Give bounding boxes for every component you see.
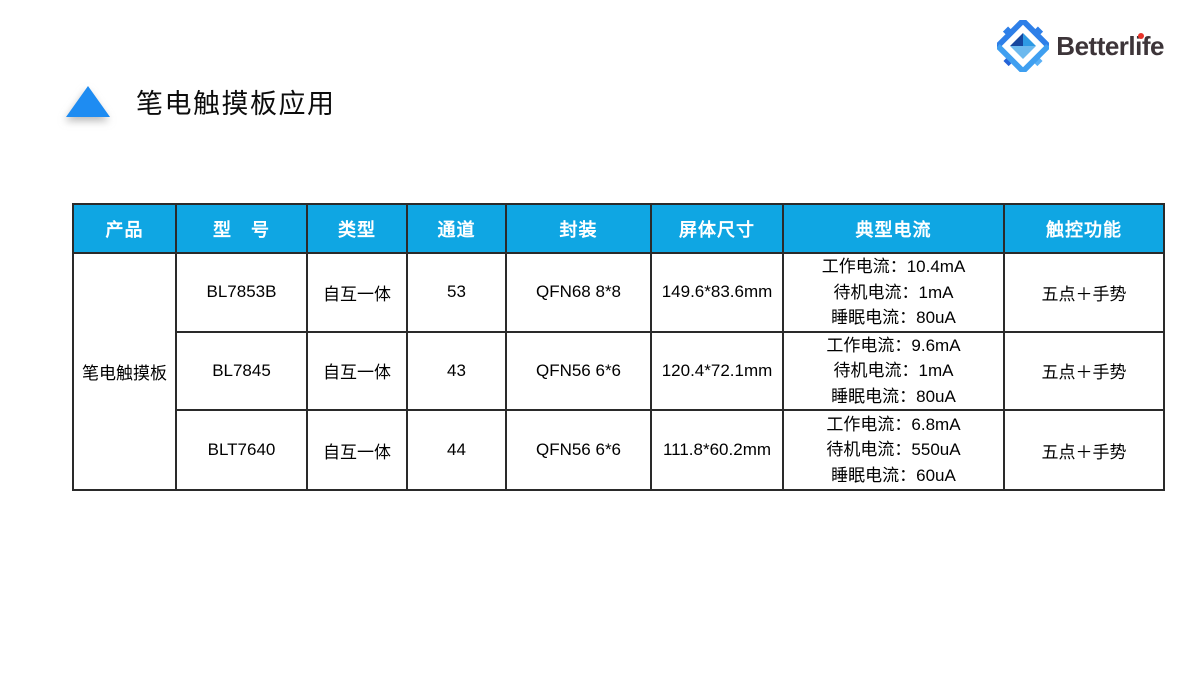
touch-features-cell: 五点＋手势 xyxy=(1003,409,1165,491)
table-row: BL7845 自互一体 43 QFN56 6*6 120.4*72.1mm 工作… xyxy=(73,330,1165,411)
brand-i-dot-icon xyxy=(1138,32,1145,39)
channels-cell: 43 xyxy=(406,330,507,411)
package-cell: QFN68 8*8 xyxy=(505,252,652,333)
header-cell-product: 产品 xyxy=(72,203,177,254)
product-spec-table: 产品 型 号 类型 通道 封装 屏体尺寸 典型电流 触控功能 笔电触摸板 BL7… xyxy=(72,203,1165,491)
currents-cell: 工作电流：9.6mA 待机电流：1mA 睡眠电流：80uA xyxy=(782,330,1005,411)
touch-features-cell: 五点＋手势 xyxy=(1003,252,1165,333)
brand-name-text: Betterlife xyxy=(1056,30,1164,61)
package-cell: QFN56 6*6 xyxy=(505,330,652,411)
table-row: BLT7640 自互一体 44 QFN56 6*6 111.8*60.2mm 工… xyxy=(73,409,1165,491)
model-cell: BL7845 xyxy=(175,330,308,411)
header-cell-touch-features: 触控功能 xyxy=(1003,203,1165,254)
brand-name: Betterlife xyxy=(1056,31,1164,62)
header-cell-typical-current: 典型电流 xyxy=(782,203,1005,254)
currents-cell: 工作电流：10.4mA 待机电流：1mA 睡眠电流：80uA xyxy=(782,252,1005,333)
currents-cell: 工作电流：6.8mA 待机电流：550uA 睡眠电流：60uA xyxy=(782,409,1005,491)
header-cell-model: 型 号 xyxy=(175,203,308,254)
header-cell-screen-size: 屏体尺寸 xyxy=(650,203,784,254)
header-cell-type: 类型 xyxy=(306,203,408,254)
header-cell-channels: 通道 xyxy=(406,203,507,254)
model-cell: BLT7640 xyxy=(175,409,308,491)
title-row: 笔电触摸板应用 xyxy=(66,82,336,121)
screen-size-cell: 111.8*60.2mm xyxy=(650,409,784,491)
type-cell: 自互一体 xyxy=(306,252,408,333)
table-row: 笔电触摸板 BL7853B 自互一体 53 QFN68 8*8 149.6*83… xyxy=(72,252,1165,491)
product-group-cell: 笔电触摸板 xyxy=(72,252,177,491)
type-cell: 自互一体 xyxy=(306,330,408,411)
channels-cell: 44 xyxy=(406,409,507,491)
screen-size-cell: 149.6*83.6mm xyxy=(650,252,784,333)
touch-features-cell: 五点＋手势 xyxy=(1003,330,1165,411)
betterlife-diamond-icon xyxy=(997,20,1050,72)
package-cell: QFN56 6*6 xyxy=(505,409,652,491)
page-title: 笔电触摸板应用 xyxy=(136,89,336,119)
model-cell: BL7853B xyxy=(175,252,308,333)
brand-logo: Betterlife xyxy=(997,20,1164,72)
screen-size-cell: 120.4*72.1mm xyxy=(650,330,784,411)
header-cell-package: 封装 xyxy=(505,203,652,254)
table-header-row: 产品 型 号 类型 通道 封装 屏体尺寸 典型电流 触控功能 xyxy=(72,203,1165,254)
blue-triangle-icon xyxy=(66,86,110,117)
channels-cell: 53 xyxy=(406,252,507,333)
type-cell: 自互一体 xyxy=(306,409,408,491)
